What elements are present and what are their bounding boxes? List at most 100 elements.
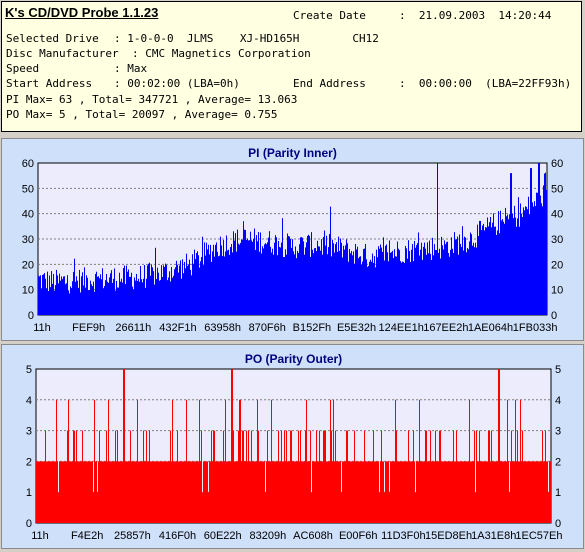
po-bar: [265, 492, 266, 523]
po-bar: [111, 461, 112, 523]
pi-bar: [458, 254, 459, 315]
po-bar: [271, 399, 272, 523]
pi-bar: [187, 265, 188, 315]
pi-bar: [173, 275, 174, 315]
pi-bar: [526, 206, 527, 315]
po-bar: [286, 430, 287, 523]
po-bar: [431, 461, 432, 523]
po-bar: [293, 461, 294, 523]
pi-bar: [424, 242, 425, 315]
pi-bar: [543, 185, 544, 315]
pi-bar: [257, 241, 258, 315]
po-bar: [136, 461, 137, 523]
pi-bar: [398, 248, 399, 315]
pi-bar: [71, 287, 72, 315]
po-x-tick-label: 15ED8Eh: [425, 530, 472, 542]
pi-bar: [220, 236, 221, 315]
pi-bar: [542, 206, 543, 315]
pi-bar: [91, 284, 92, 315]
pi-bar: [373, 262, 374, 315]
pi-bar: [433, 255, 434, 315]
po-bar: [513, 461, 514, 523]
po-bar: [142, 461, 143, 523]
po-x-tick-label: AC608h: [293, 530, 333, 542]
po-y-tick-left: 2: [26, 456, 32, 468]
po-bar: [71, 461, 72, 523]
po-bar: [84, 461, 85, 523]
po-bar: [39, 461, 40, 523]
po-bar: [316, 430, 317, 523]
pi-bar: [512, 213, 513, 315]
po-bar: [213, 430, 214, 523]
po-bar: [343, 461, 344, 523]
po-bar: [318, 461, 319, 523]
pi-bar: [431, 259, 432, 315]
pi-bar: [130, 276, 131, 315]
po-bar: [263, 461, 264, 523]
po-bar: [457, 461, 458, 523]
po-bar: [75, 461, 76, 523]
pi-bar: [328, 247, 329, 315]
po-bar: [481, 461, 482, 523]
po-bar: [188, 461, 189, 523]
pi-bar: [537, 192, 538, 315]
pi-bar: [237, 229, 238, 315]
pi-y-tick-left: 60: [22, 158, 34, 170]
pi-bar: [469, 241, 470, 315]
po-bar: [51, 461, 52, 523]
pi-bar: [529, 214, 530, 315]
pi-bar: [544, 173, 545, 315]
pi-bar: [530, 168, 531, 315]
po-bar: [123, 369, 124, 523]
po-bar: [243, 430, 244, 523]
pi-y-tick-right: 20: [551, 259, 563, 271]
pi-bar: [323, 236, 324, 315]
pi-bar: [200, 261, 201, 315]
po-bar: [61, 461, 62, 523]
po-stats: PO Max= 5 , Total= 20097 , Average= 0.75…: [6, 108, 278, 121]
pi-bar: [310, 256, 311, 315]
po-bar: [86, 461, 87, 523]
pi-bar: [517, 218, 518, 315]
pi-bar: [52, 283, 53, 315]
pi-bar: [336, 242, 337, 315]
pi-bar: [351, 250, 352, 315]
pi-bar: [48, 291, 49, 315]
pi-bar: [395, 256, 396, 315]
pi-bar: [293, 251, 294, 315]
pi-bar: [527, 209, 528, 315]
start-address-label: Start Address: [6, 77, 93, 90]
po-bar: [191, 461, 192, 523]
po-bar: [442, 461, 443, 523]
po-bar: [157, 461, 158, 523]
pi-bar: [503, 221, 504, 315]
pi-bar: [144, 265, 145, 315]
po-bar: [127, 461, 128, 523]
po-bar: [270, 461, 271, 523]
pi-bar: [267, 242, 268, 315]
po-y-tick-left: 1: [26, 487, 32, 499]
po-bar: [246, 430, 247, 523]
po-bar: [133, 461, 134, 523]
pi-bar: [432, 237, 433, 315]
po-bar: [124, 369, 125, 523]
po-bar: [499, 369, 500, 523]
po-bar: [382, 461, 383, 523]
po-bar: [192, 461, 193, 523]
pi-bar: [439, 248, 440, 315]
po-bar: [314, 461, 315, 523]
po-bar: [462, 461, 463, 523]
pi-bar: [40, 275, 41, 315]
pi-bar: [400, 261, 401, 315]
pi-bar: [419, 255, 420, 315]
pi-bar: [174, 269, 175, 315]
po-x-tick-label: 11h: [31, 530, 49, 542]
po-bar: [403, 461, 404, 523]
pi-bar: [143, 278, 144, 315]
pi-bar: [321, 239, 322, 315]
po-bar: [109, 461, 110, 523]
po-bar: [414, 461, 415, 523]
create-date-value: : 21.09.2003 14:20:44: [399, 9, 552, 22]
po-bar: [235, 461, 236, 523]
po-bar: [231, 369, 232, 523]
